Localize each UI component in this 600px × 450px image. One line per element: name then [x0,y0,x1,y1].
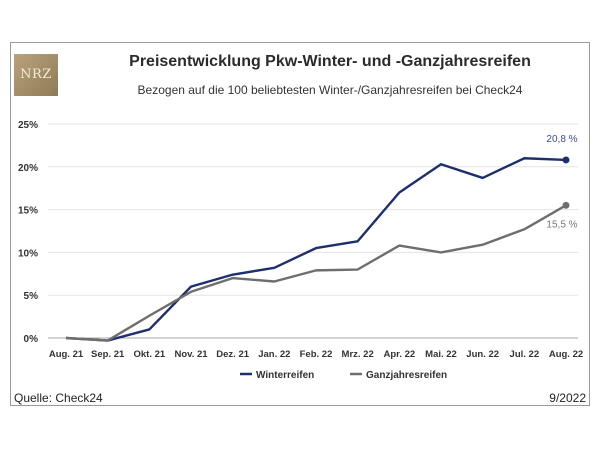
x-tick-label: Feb. 22 [300,349,333,360]
x-tick-label: Aug. 21 [49,349,84,360]
chart-subtitle: Bezogen auf die 100 beliebtesten Winter-… [137,83,523,97]
x-tick-label: Mrz. 22 [342,349,374,360]
x-tick-label: Mai. 22 [425,349,457,360]
nrz-logo: NRZ [14,54,58,96]
end-value-label: 15,5 % [546,219,577,230]
chart-title: Preisentwicklung Pkw-Winter- und -Ganzja… [129,53,531,70]
legend-label: Ganzjahresreifen [366,370,447,381]
x-tick-label: Apr. 22 [383,349,415,360]
source-note: Quelle: Check24 [14,391,103,405]
x-tick-label: Jan. 22 [258,349,290,360]
y-tick-label: 5% [24,291,39,302]
x-tick-label: Nov. 21 [174,349,208,360]
x-tick-label: Dez. 21 [216,349,249,360]
series-line-ganzjahresreifen [65,204,567,342]
x-tick-label: Aug. 22 [549,349,583,360]
x-tick-label: Jun. 22 [466,349,499,360]
date-note: 9/2022 [549,391,586,405]
data-point [562,156,570,164]
chart-frame [10,42,590,406]
y-tick-label: 15% [18,206,38,217]
logo-text: NRZ [20,67,52,82]
series-line-winterreifen [65,157,567,342]
x-tick-label: Jul. 22 [510,349,540,360]
y-tick-label: 25% [18,120,38,131]
data-point [562,201,570,209]
legend-label: Winterreifen [256,370,314,381]
x-tick-label: Okt. 21 [133,349,165,360]
y-tick-label: 0% [24,334,39,345]
y-tick-label: 20% [18,163,38,174]
x-tick-label: Sep. 21 [91,349,125,360]
y-tick-label: 10% [18,248,38,259]
end-value-label: 20,8 % [546,134,577,145]
